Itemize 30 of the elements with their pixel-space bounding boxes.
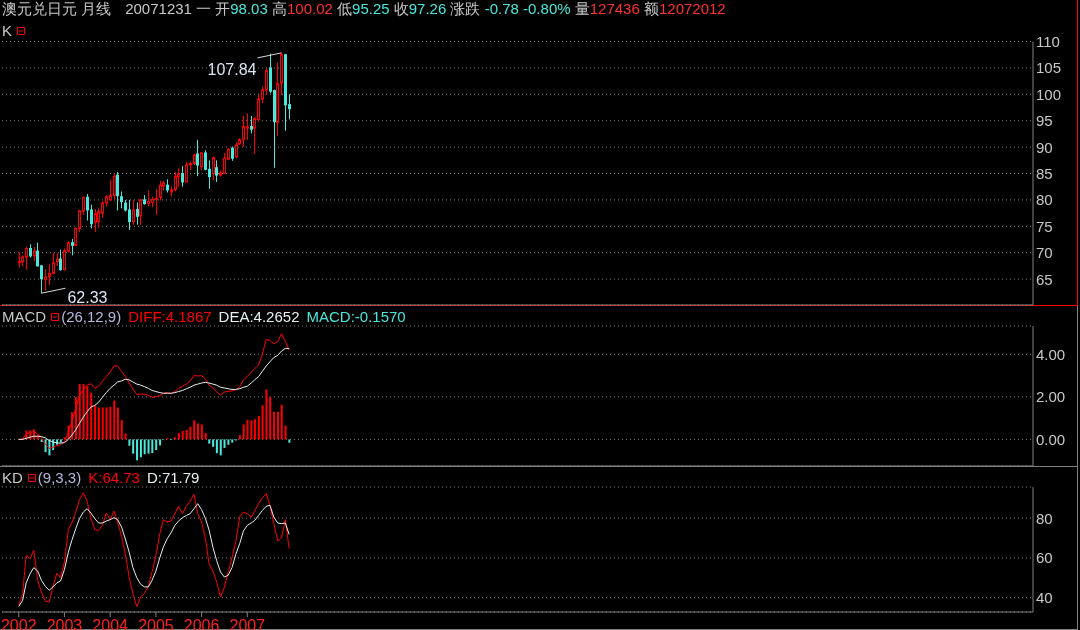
annotation: 62.33 (67, 289, 108, 307)
text: MACD:-0.1570 (306, 308, 406, 325)
text: K (2, 22, 13, 39)
y-tick-label: 95 (1036, 112, 1053, 130)
y-tick-label: 80 (1036, 191, 1053, 209)
y-tick-label: 65 (1036, 270, 1053, 288)
y-tick-label: 40 (1036, 589, 1053, 607)
chart-subtitle: (9,3,3) (37, 469, 82, 486)
chart-title: 澳元兑日元 月线 (2, 0, 112, 19)
chart-title: MACD (2, 308, 47, 325)
y-tick-label: 80 (1036, 509, 1053, 527)
text: DIFF:4.1867 (128, 308, 212, 325)
chart-subtitle: (26,12,9) (61, 308, 122, 325)
y-tick-label: 0.00 (1036, 430, 1066, 448)
chart-title: KD (2, 469, 23, 486)
y-tick-label: 2.00 (1036, 388, 1066, 406)
y-tick-label: 90 (1036, 138, 1053, 156)
y-tick-label: 100 (1036, 85, 1062, 103)
y-tick-label: 4.00 (1036, 345, 1066, 363)
y-tick-label: 75 (1036, 217, 1053, 235)
y-tick-label: 105 (1036, 59, 1062, 77)
y-tick-label: 70 (1036, 244, 1053, 262)
y-tick-label: 85 (1036, 165, 1053, 183)
series-label: D:71.79 (146, 469, 200, 486)
y-tick-label: 60 (1036, 549, 1053, 567)
series-label: DEA:4.2652 (218, 308, 300, 325)
annotation: 107.84 (207, 60, 257, 78)
text: 20071231 一 开98.03 高100.02 低95.25 收97.26 涨跌 -0.78 -0.80% 量127436 额12072012 (125, 0, 726, 17)
y-tick-label: 110 (1036, 33, 1060, 50)
series-label: K:64.73 (88, 469, 140, 486)
